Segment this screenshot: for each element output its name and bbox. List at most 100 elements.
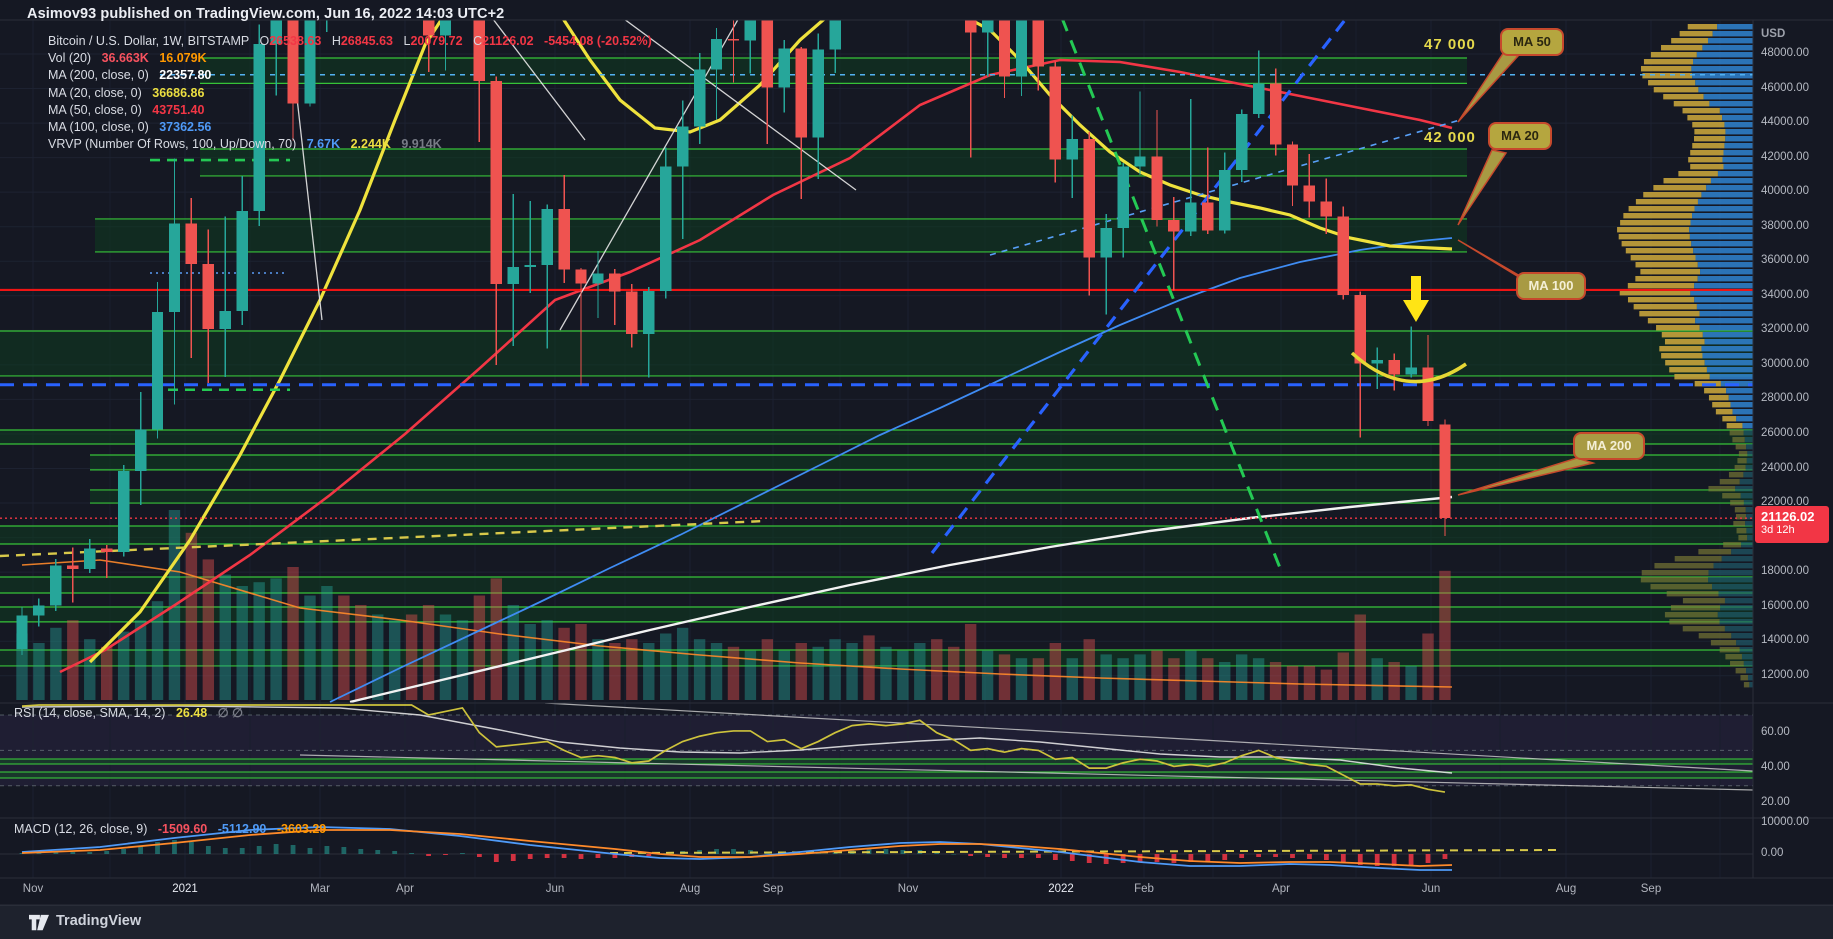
last-price: 21126.02 (1761, 509, 1815, 524)
macd-legend: MACD (12, 26, close, 9) -1509.60 -5112.9… (14, 822, 327, 836)
ma50-row: MA (50, close, 0) 43751.40 (48, 102, 205, 117)
ma20-value: 36686.86 (152, 85, 205, 100)
indicator-tick-label: 0.00 (1761, 847, 1784, 859)
callout-ma50[interactable]: MA 50 (1500, 28, 1564, 56)
vrvp-total-value: 9.914K (401, 137, 442, 152)
bar-countdown: 3d 12h (1761, 524, 1795, 536)
vrvp-up-value: 7.67K (306, 137, 341, 152)
high-value: 26845.63 (340, 34, 393, 48)
publish-header: Asimov93 published on TradingView.com, J… (27, 6, 505, 22)
time-tick-label: Jun (1421, 883, 1441, 895)
time-tick-label: Aug (679, 883, 701, 895)
volume-bars (16, 510, 1451, 700)
volume-ma-line (21, 559, 1453, 688)
macd-line-value: -5112.90 (217, 822, 267, 836)
close-value: 21126.02 (482, 34, 534, 48)
open-value: 26538.63 (269, 34, 322, 48)
support-resistance-bands (0, 57, 1753, 667)
time-tick-label: Sep (762, 883, 784, 895)
legend: Bitcoin / U.S. Dollar, 1W, BITSTAMP O265… (48, 33, 652, 153)
rsi-pane (0, 703, 1753, 793)
time-tick-label: Apr (396, 883, 414, 895)
time-tick-label: 2022 (1048, 883, 1074, 895)
volume-row: Vol (20) 36.663K 16.079K (48, 51, 207, 66)
price-tick-label: 48000.00 (1761, 47, 1809, 59)
price-tick-label: 30000.00 (1761, 357, 1809, 370)
macd-signal-line (21, 829, 1453, 867)
price-tick-label: 36000.00 (1761, 254, 1809, 267)
callout-tails (1457, 51, 1596, 496)
time-tick-label: Nov (897, 883, 919, 895)
symbol-row: Bitcoin / U.S. Dollar, 1W, BITSTAMP O265… (48, 34, 652, 48)
low-value: 20079.72 (410, 34, 463, 48)
tradingview-logo[interactable] (28, 913, 50, 933)
vrvp-row: VRVP (Number Of Rows, 100, Up/Down, 70) … (48, 137, 442, 152)
time-tick-label: Feb (1134, 883, 1154, 895)
price-tick-label: 14000.00 (1761, 634, 1809, 647)
ma100-line (329, 237, 1453, 703)
rsi-empty-values: ∅ ∅ (217, 706, 243, 720)
candles-layer (16, 20, 1451, 656)
ma100-row: MA (100, close, 0) 37362.56 (48, 119, 212, 134)
price-tick-label: 32000.00 (1761, 323, 1809, 336)
indicator-tick-label: 60.00 (1761, 726, 1790, 738)
rsi-value: 26.48 (175, 706, 208, 720)
price-tick-label: 46000.00 (1761, 81, 1809, 94)
ma100-value: 37362.56 (159, 119, 212, 134)
price-tick-label: 42000.00 (1761, 150, 1809, 163)
ma20-row: MA (20, close, 0) 36686.86 (48, 85, 205, 100)
price-tick-label: 12000.00 (1761, 668, 1809, 681)
price-tick-label: 34000.00 (1761, 288, 1809, 301)
ma200-line (349, 495, 1453, 703)
price-tick-label: 18000.00 (1761, 565, 1809, 578)
volume-profile-layer (1617, 24, 1753, 688)
rsi-legend: RSI (14, close, SMA, 14, 2) 26.48 ∅ ∅ (14, 706, 243, 720)
price-level-label-47000[interactable]: 47 000 (1424, 36, 1476, 53)
ma200-value: 22357.80 (159, 68, 212, 83)
rsi-line (21, 704, 1446, 793)
price-level-label-42000[interactable]: 42 000 (1424, 129, 1476, 146)
drawing-annotations (1350, 276, 1467, 384)
callout-ma100[interactable]: MA 100 (1516, 272, 1586, 300)
horizontal-rays (0, 73, 1753, 519)
curve-annotation (1350, 351, 1467, 384)
ma200-row: MA (200, close, 0) 22357.80 (48, 68, 212, 83)
indicator-tick-label: 20.00 (1761, 796, 1790, 808)
time-tick-label: Nov (22, 883, 44, 895)
price-tick-label: 24000.00 (1761, 461, 1809, 474)
macd-hist-value: -1509.60 (157, 822, 208, 836)
price-tick-label: 16000.00 (1761, 599, 1809, 612)
callout-ma200[interactable]: MA 200 (1573, 432, 1645, 460)
tradingview-brand[interactable]: TradingView (56, 913, 142, 929)
indicator-tick-label: 40.00 (1761, 761, 1790, 773)
symbol-title: Bitcoin / U.S. Dollar, 1W, BITSTAMP (48, 34, 249, 48)
price-tick-label: 22000.00 (1761, 496, 1809, 509)
volume-ma-value: 36.663K (101, 51, 149, 66)
price-tick-label: 28000.00 (1761, 392, 1809, 405)
price-tick-label: 38000.00 (1761, 219, 1809, 232)
time-tick-label: Apr (1272, 883, 1290, 895)
price-tick-label: 26000.00 (1761, 426, 1809, 439)
callout-ma20[interactable]: MA 20 (1488, 122, 1552, 150)
macd-pane (0, 826, 1753, 871)
time-tick-label: Jun (545, 883, 565, 895)
time-tick-label: Mar (310, 883, 330, 895)
indicator-tick-label: 10000.00 (1761, 816, 1809, 828)
time-tick-label: 2021 (172, 883, 198, 895)
ma50-value: 43751.40 (152, 102, 205, 117)
currency-label: USD (1761, 28, 1786, 40)
price-tick-label: 44000.00 (1761, 116, 1809, 129)
last-price-tag: 21126.02 3d 12h (1755, 506, 1829, 543)
down-arrow-icon (1411, 276, 1421, 300)
volume-value: 16.079K (159, 51, 207, 66)
footer-bar: TradingView (0, 905, 1833, 939)
vrvp-down-value: 2.244K (350, 137, 391, 152)
macd-line (21, 826, 1452, 871)
macd-signal-value: -3603.29 (276, 822, 327, 836)
change-value: -5454.08 (-20.52%) (544, 34, 652, 48)
time-tick-label: Sep (1640, 883, 1662, 895)
time-tick-label: Aug (1555, 883, 1577, 895)
price-tick-label: 40000.00 (1761, 185, 1809, 198)
